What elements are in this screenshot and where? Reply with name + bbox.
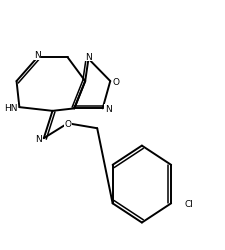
Text: N: N: [34, 51, 41, 60]
Text: HN: HN: [4, 103, 17, 112]
Text: N: N: [85, 52, 92, 62]
Text: Cl: Cl: [184, 199, 193, 208]
Text: N: N: [35, 134, 42, 143]
Text: O: O: [112, 77, 119, 86]
Text: O: O: [64, 119, 71, 128]
Text: N: N: [105, 104, 112, 114]
